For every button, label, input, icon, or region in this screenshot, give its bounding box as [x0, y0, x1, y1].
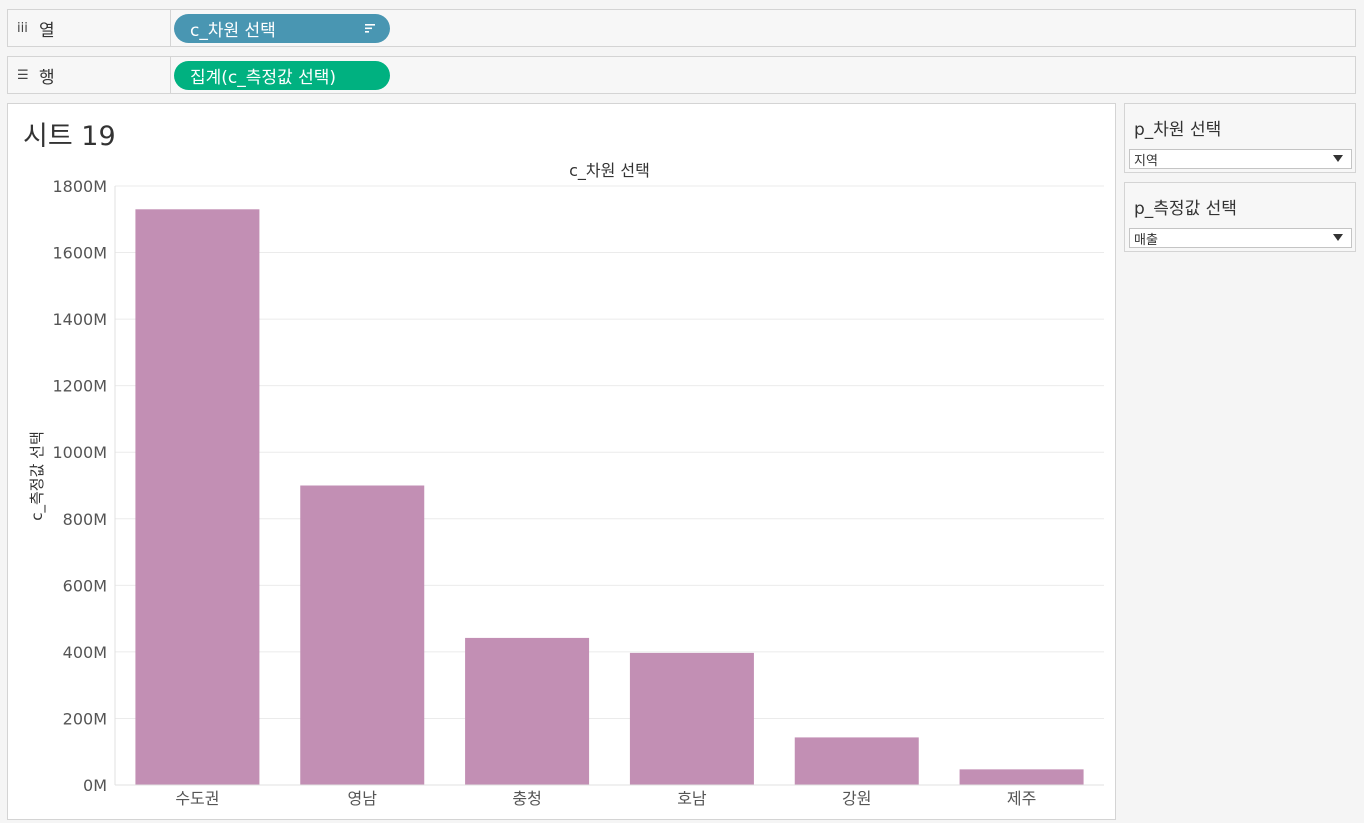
rows-shelf: ☰ 행 집계(c_측정값 선택) — [7, 56, 1356, 94]
y-tick-label: 600M — [63, 576, 107, 595]
y-tick-label: 800M — [63, 510, 107, 529]
dropdown-arrow-icon[interactable] — [1333, 155, 1343, 162]
param-card-dimension: p_차원 선택 지역 — [1124, 103, 1356, 173]
columns-shelf-label: iii 열 — [8, 10, 171, 46]
y-tick-label: 1400M — [52, 310, 107, 329]
y-tick-label: 1200M — [52, 377, 107, 396]
x-tick-label: 충청 — [512, 789, 541, 808]
sort-descending-icon[interactable] — [365, 23, 376, 34]
x-tick-label: 영남 — [348, 789, 378, 808]
measure-select[interactable]: 매출 — [1129, 228, 1352, 248]
y-tick-label: 400M — [63, 643, 107, 662]
rows-icon: ☰ — [17, 67, 29, 83]
x-tick-label: 호남 — [677, 789, 707, 808]
bar — [959, 769, 1084, 785]
dimension-select-value: 지역 — [1134, 153, 1158, 169]
bar — [465, 637, 590, 785]
rows-shelf-label: ☰ 행 — [8, 57, 171, 93]
worksheet: 시트 19 0M 200M 400M 600M 800M 1000M 1200M 1400M 1… — [7, 103, 1116, 820]
bar — [300, 485, 425, 785]
columns-pill[interactable]: c_차원 선택 — [174, 14, 390, 43]
dropdown-arrow-icon[interactable] — [1333, 234, 1343, 241]
bar-chart: 0M 200M 400M 600M 800M 1000M 1200M 1400M 1600M 18… — [28, 161, 1104, 808]
x-tick-label: 수도권 — [175, 789, 219, 808]
bar — [629, 652, 754, 785]
y-tick-label: 0M — [83, 776, 107, 795]
y-tick-label: 1800M — [52, 177, 107, 196]
columns-pill-label: c_차원 선택 — [190, 21, 276, 41]
rows-pill[interactable]: 집계(c_측정값 선택) — [174, 61, 390, 90]
rows-shelf-text: 행 — [39, 67, 55, 88]
columns-shelf-text: 열 — [39, 20, 55, 41]
bar — [135, 209, 260, 785]
y-tick-label: 1000M — [52, 443, 107, 462]
chart-title: c_차원 선택 — [569, 161, 650, 181]
measure-select-value: 매출 — [1134, 232, 1158, 248]
param-card-measure: p_측정값 선택 매출 — [1124, 182, 1356, 252]
bar — [794, 737, 919, 785]
columns-shelf: iii 열 c_차원 선택 — [7, 9, 1356, 47]
dimension-select[interactable]: 지역 — [1129, 149, 1352, 169]
param-title-dimension: p_차원 선택 — [1134, 120, 1222, 140]
param-title-measure: p_측정값 선택 — [1134, 199, 1237, 219]
y-axis-title: c_측정값 선택 — [28, 431, 47, 521]
x-tick-label: 제주 — [1007, 789, 1036, 808]
x-tick-label: 강원 — [842, 789, 871, 808]
y-tick-label: 1600M — [52, 244, 107, 263]
y-tick-label: 200M — [63, 709, 107, 728]
rows-pill-label: 집계(c_측정값 선택) — [190, 68, 336, 88]
columns-icon: iii — [17, 20, 28, 36]
sheet-title: 시트 19 — [23, 121, 116, 152]
